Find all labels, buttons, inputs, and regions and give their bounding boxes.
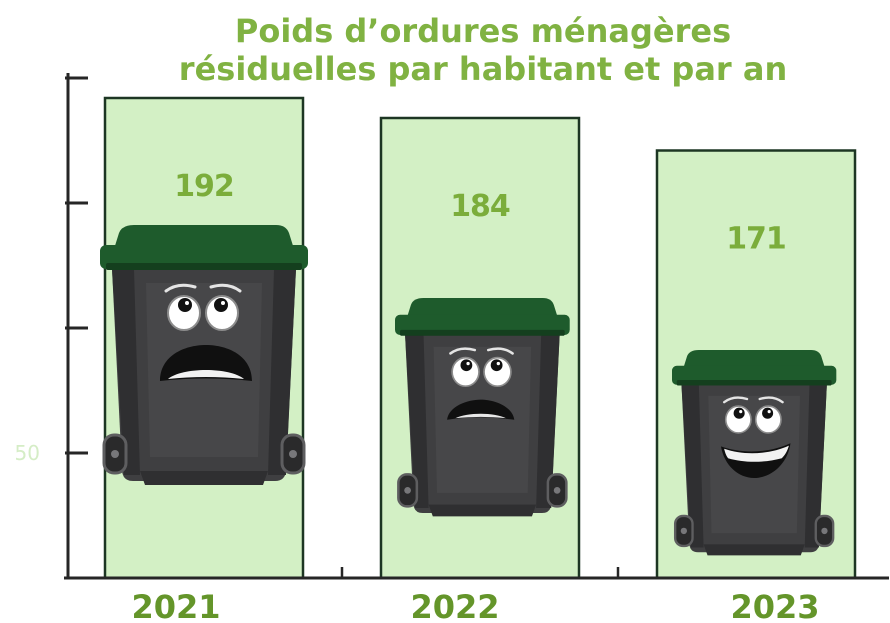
- mouth: [160, 345, 252, 381]
- pupil-glint: [466, 361, 470, 366]
- bin-panel: [433, 346, 532, 493]
- worried-trash-bin-icon: [395, 298, 570, 517]
- x-tick-labels: 2021 2022 2023: [131, 588, 819, 623]
- pupil: [214, 298, 228, 312]
- eye: [205, 295, 239, 331]
- wheel-hub: [289, 450, 297, 458]
- eye: [724, 405, 752, 434]
- pupil-glint: [496, 361, 500, 366]
- x-tick-label: 2023: [730, 588, 819, 623]
- pupil: [490, 359, 503, 372]
- bin-lid-brim: [395, 314, 570, 335]
- teeth: [455, 413, 506, 419]
- eyebrow: [209, 283, 242, 293]
- mouth: [447, 399, 515, 420]
- x-tick-label: 2021: [131, 588, 220, 623]
- smiling-trash-bin-icon: [672, 350, 837, 556]
- eye: [754, 405, 782, 434]
- illustrations: [100, 225, 837, 556]
- value-label: 184: [450, 189, 510, 224]
- wheel-hub: [404, 487, 411, 494]
- teeth: [168, 370, 244, 379]
- bin-base: [428, 504, 537, 517]
- bin-side: [112, 269, 140, 475]
- eye: [451, 356, 480, 388]
- bin-side: [536, 334, 560, 508]
- x-tick-label: 2022: [410, 588, 499, 623]
- value-label: 171: [726, 222, 786, 257]
- wheel-hub: [111, 450, 119, 458]
- eyebrow: [722, 396, 749, 404]
- bin-side: [268, 269, 296, 475]
- eyebrow: [164, 283, 197, 293]
- eye: [483, 356, 512, 388]
- pupil-glint: [739, 410, 743, 414]
- wheel-hub: [553, 487, 561, 494]
- pupil: [460, 359, 473, 372]
- bin-side: [804, 384, 827, 548]
- pupil-glint: [185, 301, 189, 305]
- y-tick-label: 50: [15, 441, 40, 465]
- pupil: [762, 407, 774, 419]
- bin-lid-edge: [400, 329, 565, 336]
- axes: 50: [15, 73, 889, 580]
- bin-lid-top: [683, 350, 826, 369]
- bin-base: [703, 544, 805, 556]
- wheel-hub: [821, 527, 828, 535]
- bin-lid-edge: [106, 263, 302, 270]
- eyebrow: [486, 347, 514, 355]
- pupil: [733, 407, 745, 419]
- teeth: [724, 445, 789, 462]
- bin-lid-top: [114, 225, 294, 249]
- value-labels: 192 184 171: [174, 169, 787, 257]
- bin-side: [405, 334, 429, 508]
- bin-lid-top: [406, 298, 558, 319]
- scared-trash-bin-icon: [100, 225, 308, 485]
- eyebrow: [758, 396, 784, 404]
- pupil-glint: [767, 410, 771, 414]
- chart-title-line-2: résiduelles par habitant et par an: [179, 50, 787, 88]
- eye: [167, 295, 201, 331]
- bin-base: [140, 471, 268, 485]
- value-label: 192: [174, 169, 234, 204]
- chart-title: Poids d’ordures ménagères résiduelles pa…: [179, 12, 787, 88]
- bin-lid-edge: [676, 380, 832, 386]
- chart-title-line-1: Poids d’ordures ménagères: [235, 12, 731, 50]
- bin-side: [681, 384, 704, 548]
- pupil: [178, 298, 192, 312]
- eyebrow: [449, 347, 477, 355]
- pupil-glint: [221, 301, 225, 305]
- wheel-hub: [680, 527, 688, 535]
